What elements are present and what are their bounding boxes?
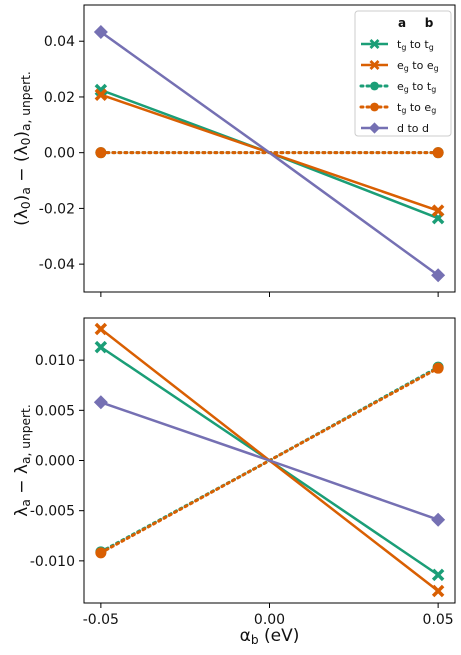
- legend-entry-tg_eg: tg to eg: [359, 101, 436, 115]
- legend-entry-eg_eg: eg to eg: [361, 59, 439, 73]
- legend-marker: [370, 102, 379, 112]
- legend-header-b: b: [425, 16, 434, 30]
- x-axis-label: αb (eV): [240, 626, 300, 647]
- data-point: [93, 25, 108, 40]
- legend: a b tg to tg eg to eg eg to tg tg to eg d to d: [354, 10, 452, 137]
- data-point: [431, 204, 445, 217]
- legend-marker: [369, 60, 380, 70]
- legend-entry-d_d: d to d: [361, 122, 429, 135]
- x-tick-label: 0.05: [423, 612, 454, 628]
- y-tick-label: -0.010: [30, 554, 75, 570]
- y-tick-label: 0.005: [35, 403, 75, 419]
- y-tick-label: -0.02: [39, 201, 75, 217]
- legend-box: [354, 10, 452, 137]
- y-tick-label: 0.02: [44, 90, 75, 106]
- y-axis-label: (λ0)a − (λ0)a, unpert.: [12, 71, 33, 226]
- legend-entry-tg_tg: tg to tg: [361, 38, 434, 52]
- legend-label: eg to tg: [397, 80, 436, 94]
- y-tick-label: 0.000: [35, 454, 75, 470]
- data-point: [95, 147, 107, 159]
- legend-label: tg to eg: [397, 101, 436, 115]
- data-point: [94, 88, 108, 101]
- data-point: [431, 568, 445, 582]
- legend-marker: [368, 122, 381, 134]
- data-point: [431, 584, 445, 598]
- legend-label: eg to eg: [397, 59, 439, 73]
- legend-entry-eg_tg: eg to tg: [359, 80, 436, 94]
- legend-marker: [370, 81, 379, 91]
- legend-label: tg to tg: [397, 38, 434, 52]
- series-line: [100, 401, 439, 521]
- panel-bottom: 0.010 0.005 0.000 -0.005 -0.010 -0.05 0.00 0.05…: [12, 317, 456, 647]
- x-tick-label: -0.05: [83, 612, 119, 628]
- legend-marker: [369, 39, 380, 49]
- y-axis-label: λa − λa, unpert.: [12, 404, 33, 516]
- series-d_d: [93, 25, 446, 283]
- panel-top: 0.04 0.02 0.00 -0.02 -0.04 (λ0)a − (λ0)a, unp…: [12, 4, 456, 297]
- data-point: [94, 322, 108, 336]
- x-tick-label: 0.00: [254, 612, 285, 628]
- y-tick-label: 0.04: [44, 34, 75, 50]
- legend-header-a: a: [398, 16, 406, 30]
- data-point: [93, 395, 108, 410]
- data-point: [95, 547, 107, 559]
- series-d_d: [93, 395, 446, 527]
- data-point: [94, 340, 108, 354]
- y-tick-label: 0.010: [35, 353, 75, 369]
- data-point: [432, 362, 444, 374]
- y-tick-label: -0.04: [39, 257, 75, 273]
- data-point: [431, 268, 446, 283]
- y-tick-label: -0.005: [30, 504, 75, 520]
- data-point: [431, 512, 446, 527]
- legend-label: d to d: [397, 122, 429, 135]
- data-point: [432, 147, 444, 159]
- series-line: [100, 31, 439, 277]
- y-tick-label: 0.00: [44, 146, 75, 162]
